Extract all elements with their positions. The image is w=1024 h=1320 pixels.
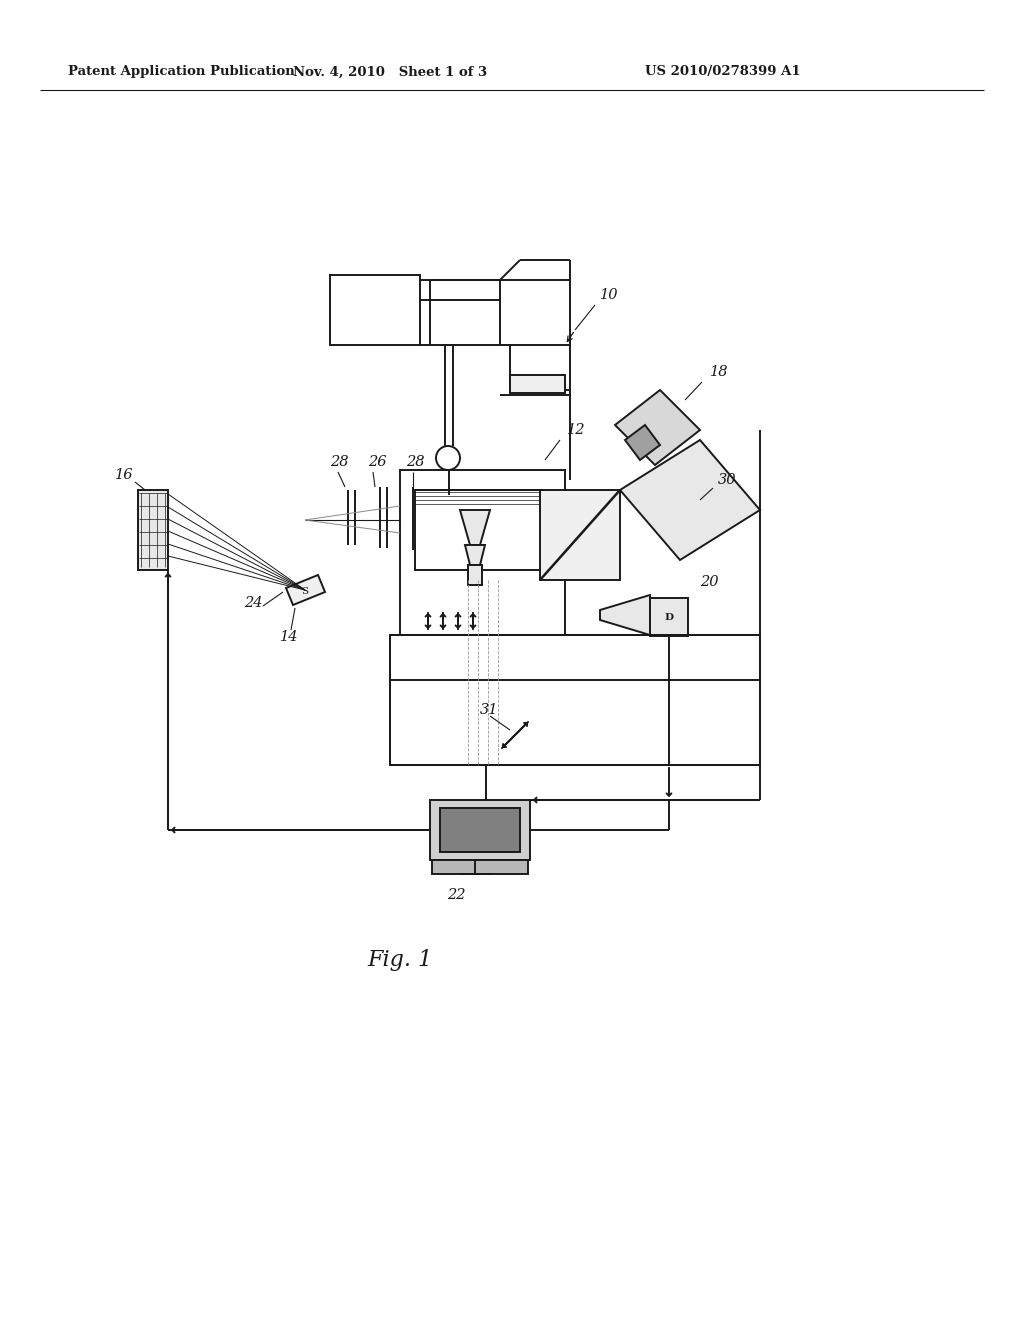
Polygon shape — [540, 490, 620, 579]
Text: D: D — [665, 612, 674, 622]
Polygon shape — [600, 595, 650, 635]
Bar — [415, 490, 545, 570]
Text: Nov. 4, 2010   Sheet 1 of 3: Nov. 4, 2010 Sheet 1 of 3 — [293, 66, 487, 78]
Bar — [330, 275, 420, 345]
Text: 26: 26 — [368, 455, 386, 469]
Text: 10: 10 — [600, 288, 618, 302]
Bar — [650, 598, 688, 636]
Bar — [440, 808, 520, 851]
Bar — [510, 375, 565, 393]
Polygon shape — [615, 389, 700, 465]
Text: 24: 24 — [244, 597, 262, 610]
Text: 30: 30 — [718, 473, 736, 487]
Text: 18: 18 — [710, 366, 728, 379]
Text: 31: 31 — [480, 704, 499, 717]
Bar — [430, 800, 530, 861]
Bar — [138, 490, 168, 570]
Text: 14: 14 — [280, 630, 299, 644]
Bar — [390, 635, 760, 766]
Polygon shape — [620, 440, 760, 560]
Polygon shape — [625, 425, 660, 459]
Text: 28: 28 — [406, 455, 425, 469]
Bar — [468, 565, 482, 585]
Text: 20: 20 — [700, 576, 719, 589]
Text: 12: 12 — [567, 422, 586, 437]
Polygon shape — [465, 545, 485, 565]
Text: US 2010/0278399 A1: US 2010/0278399 A1 — [645, 66, 801, 78]
Text: Patent Application Publication: Patent Application Publication — [68, 66, 295, 78]
Bar — [432, 861, 528, 874]
Text: 28: 28 — [330, 455, 348, 469]
Polygon shape — [460, 510, 490, 545]
Text: Fig. 1: Fig. 1 — [368, 949, 432, 972]
Text: S: S — [301, 586, 308, 595]
Polygon shape — [286, 576, 325, 605]
Text: 16: 16 — [115, 469, 133, 482]
Text: 22: 22 — [446, 888, 465, 902]
Bar — [400, 470, 565, 635]
